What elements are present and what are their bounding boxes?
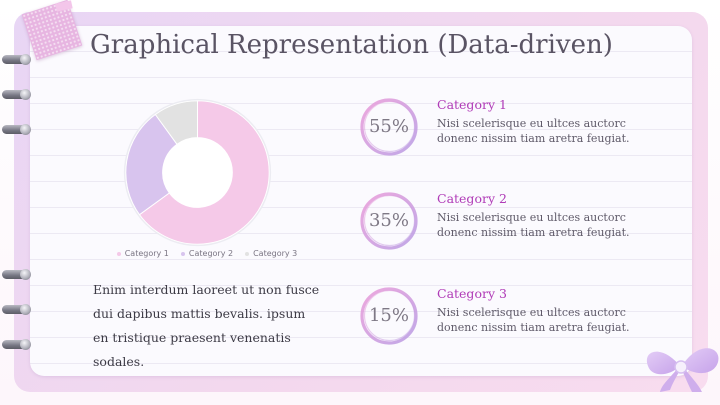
body-text: Enim interdum laoreet ut non fusce dui d… [93, 282, 320, 369]
stat-description: Nisi scelerisque eu ultces auctorc donen… [437, 211, 630, 239]
stat-title: Category 3 [437, 286, 507, 301]
legend-item: Category 1 [116, 249, 169, 258]
brush-circle-icon [360, 287, 418, 345]
stat-percent: 15% [368, 305, 409, 326]
legend-swatch [116, 251, 121, 256]
legend-item: Category 2 [180, 249, 234, 258]
brush-circle-icon [360, 192, 418, 250]
donut-slice-1 [138, 100, 270, 245]
spiral-ring-icon [2, 269, 31, 280]
legend-label: Category 1 [124, 249, 169, 258]
legend-label: Category 2 [188, 249, 234, 258]
legend-swatch [245, 251, 250, 256]
brush-circle-icon [360, 98, 418, 156]
stat-percent: 55% [368, 116, 409, 137]
spiral-ring-icon [2, 54, 31, 65]
legend-label: Category 3 [253, 249, 298, 258]
spiral-ring-icon [2, 89, 31, 100]
legend-item: Category 3 [245, 249, 297, 258]
stat-title: Category 1 [437, 97, 507, 112]
legend-swatch [180, 251, 185, 256]
stat-description: Nisi scelerisque eu ultces auctorc donen… [437, 306, 630, 334]
stat-title: Category 2 [437, 191, 507, 206]
spiral-ring-icon [2, 339, 31, 350]
donut-slice-3 [154, 100, 198, 145]
slide-title: Graphical Representation (Data-driven) [90, 30, 613, 60]
chart-legend: Category 1 Category 2 Category 3 [112, 249, 302, 258]
spiral-ring-icon [2, 124, 31, 135]
stat-percent: 35% [368, 210, 409, 231]
bow-icon [646, 348, 719, 392]
spiral-ring-icon [2, 304, 31, 315]
donut-chart [123, 98, 272, 247]
stat-description: Nisi scelerisque eu ultces auctorc donen… [437, 117, 630, 145]
